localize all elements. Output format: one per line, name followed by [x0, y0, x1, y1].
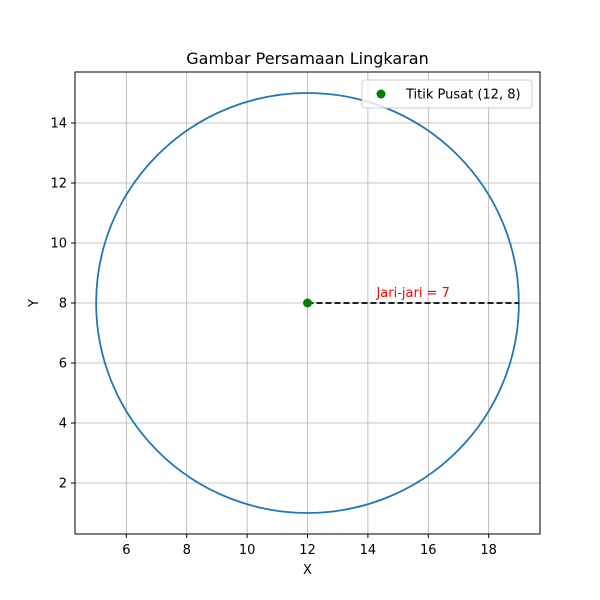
x-tick-label: 16 — [420, 543, 437, 558]
legend-box — [361, 79, 533, 109]
y-axis-label: Y — [27, 299, 42, 308]
x-axis-label: X — [303, 563, 312, 578]
x-tick-label: 6 — [122, 543, 130, 558]
legend-marker — [376, 89, 386, 99]
radius-annotation: Jari-jari = 7 — [375, 286, 449, 301]
axis-ticks: 6 8 10 12 14 16 18 2 4 6 8 10 12 14 — [50, 117, 496, 559]
legend-entry-center: Titik Pusat (12, 8) — [405, 88, 521, 103]
y-tick-label: 8 — [59, 297, 67, 312]
y-tick-label: 10 — [50, 237, 67, 252]
x-tick-label: 12 — [299, 543, 316, 558]
x-tick-label: 18 — [480, 543, 497, 558]
y-tick-label: 2 — [59, 477, 67, 492]
x-tick-label: 10 — [239, 543, 256, 558]
legend: Titik Pusat (12, 8) — [361, 79, 533, 109]
y-tick-label: 14 — [50, 117, 67, 132]
y-tick-label: 12 — [50, 177, 67, 192]
center-point — [303, 298, 312, 308]
plot-data: Jari-jari = 7 — [95, 92, 520, 514]
chart-title: Gambar Persamaan Lingkaran — [186, 49, 428, 68]
x-tick-label: 14 — [360, 543, 377, 558]
y-tick-label: 6 — [59, 357, 67, 372]
x-tick-label: 8 — [183, 543, 191, 558]
y-tick-label: 4 — [59, 417, 67, 432]
